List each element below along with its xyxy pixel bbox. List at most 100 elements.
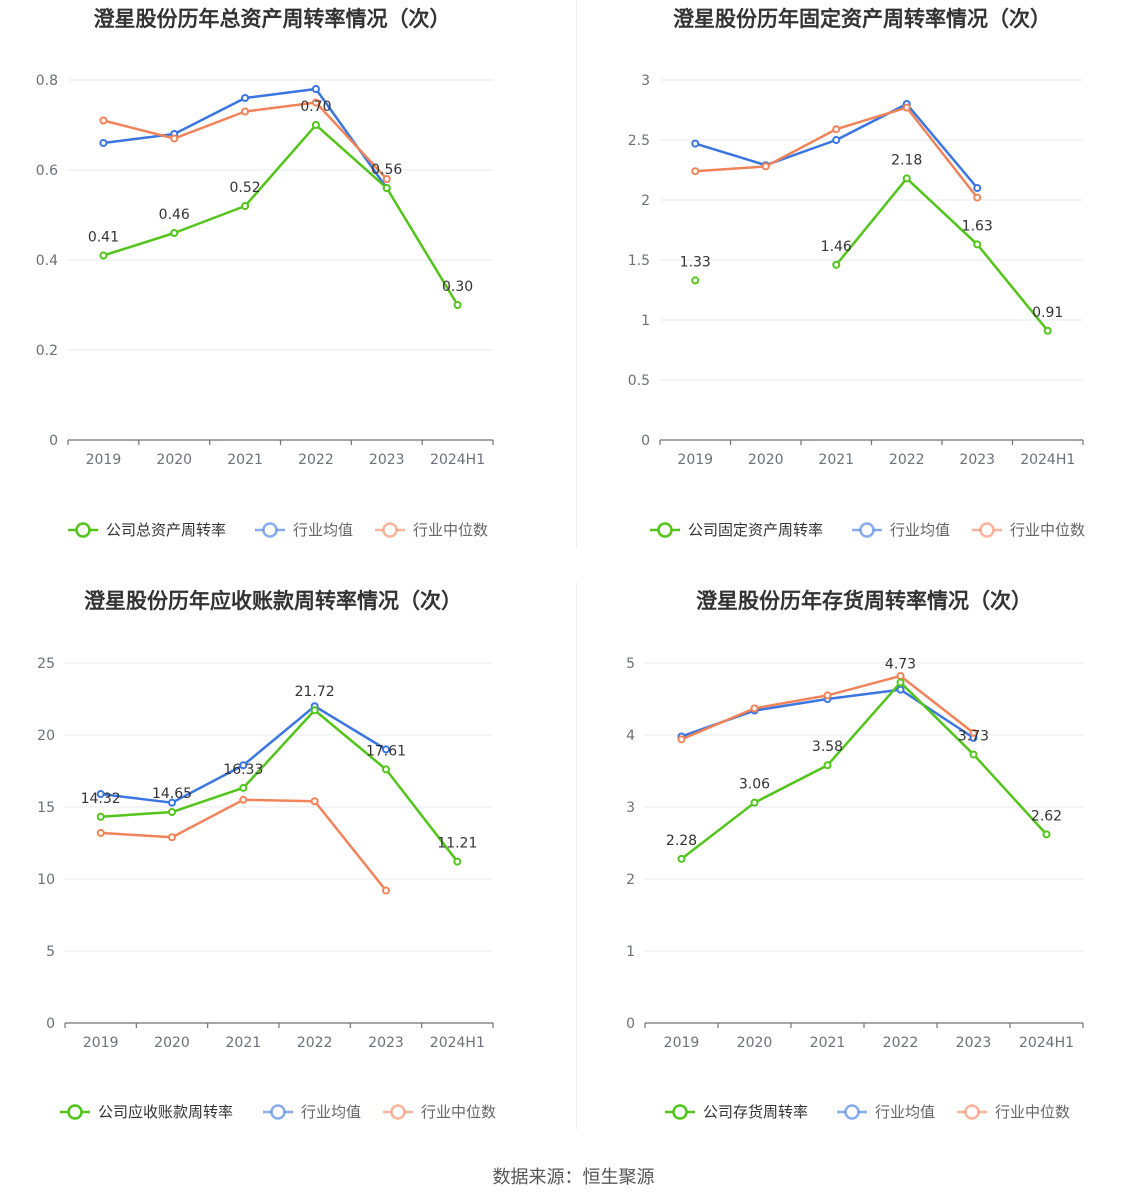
legend-label: 公司应收账款周转率 xyxy=(98,1103,233,1121)
data-point-industry_median[interactable] xyxy=(241,107,250,116)
data-point-company[interactable] xyxy=(691,276,700,285)
data-point-industry_median[interactable] xyxy=(168,833,176,842)
y-tick-label: 5 xyxy=(46,944,55,960)
data-point-industry_median[interactable] xyxy=(239,795,248,804)
legend-item-industry_avg[interactable]: 行业均值 xyxy=(852,521,950,539)
data-point-industry_median[interactable] xyxy=(691,167,700,176)
data-point-industry_avg[interactable] xyxy=(239,761,248,770)
data-point-company[interactable] xyxy=(1043,326,1052,335)
data-point-company[interactable] xyxy=(823,761,832,770)
data-point-company[interactable] xyxy=(832,260,841,269)
legend-item-industry_avg[interactable]: 行业均值 xyxy=(263,1103,361,1121)
data-point-company[interactable] xyxy=(382,765,390,774)
series-company: 1.33 1.46 2.18 1.63 0.91 xyxy=(680,152,1063,335)
y-tick-label: 4 xyxy=(626,728,635,744)
chart-svg: 澄星股份历年存货周转率情况（次） 0 1 2 3 4 5 2019 2020 2021 2022 20… xyxy=(626,589,1084,1121)
data-point-company[interactable] xyxy=(170,229,179,237)
data-point-industry_avg[interactable] xyxy=(311,85,320,93)
data-point-industry_avg[interactable] xyxy=(168,798,176,807)
legend-item-industry_avg[interactable]: 行业均值 xyxy=(837,1103,935,1121)
data-point-company[interactable] xyxy=(453,301,462,309)
x-tick-label: 2022 xyxy=(883,1035,919,1051)
y-tick-label: 25 xyxy=(37,656,55,672)
data-point-company[interactable] xyxy=(310,706,319,715)
data-point-company[interactable] xyxy=(750,798,759,807)
data-point-industry_median[interactable] xyxy=(896,671,905,680)
data-point-industry_avg[interactable] xyxy=(241,94,250,102)
data-point-industry_avg[interactable] xyxy=(973,184,982,192)
data-point-company[interactable] xyxy=(677,854,686,863)
y-tick-label: 5 xyxy=(626,656,635,672)
data-point-industry_median[interactable] xyxy=(750,704,759,713)
data-label: 2.62 xyxy=(1031,808,1062,824)
data-point-industry_avg[interactable] xyxy=(99,139,108,147)
data-label: 14.32 xyxy=(81,791,121,807)
data-label: 16.33 xyxy=(223,762,263,778)
x-tick-label: 2021 xyxy=(227,452,263,468)
data-point-industry_median[interactable] xyxy=(761,162,770,171)
data-point-company[interactable] xyxy=(902,174,911,183)
data-point-industry_avg[interactable] xyxy=(896,685,905,694)
data-point-company[interactable] xyxy=(311,121,320,129)
data-point-industry_median[interactable] xyxy=(832,125,841,134)
data-point-industry_median[interactable] xyxy=(170,134,179,143)
legend-item-industry_median[interactable]: 行业中位数 xyxy=(375,521,488,539)
data-label: 2.28 xyxy=(666,833,697,849)
chart-svg: 澄星股份历年总资产周转率情况（次） 0 0.2 0.4 0.6 0.8 2019 2020 20… xyxy=(36,7,494,539)
legend-item-industry_median[interactable]: 行业中位数 xyxy=(972,521,1085,539)
data-point-company[interactable] xyxy=(1042,830,1051,839)
data-point-industry_median[interactable] xyxy=(311,98,320,107)
data-point-industry_avg[interactable] xyxy=(382,745,390,754)
data-label: 17.61 xyxy=(366,743,406,759)
data-label: 0.52 xyxy=(229,180,260,196)
data-point-company[interactable] xyxy=(96,812,105,821)
data-point-industry_avg[interactable] xyxy=(96,790,105,799)
series-line-company xyxy=(100,708,459,863)
data-point-industry_median[interactable] xyxy=(677,735,686,744)
legend-marker-icon xyxy=(964,1104,980,1120)
data-point-industry_avg[interactable] xyxy=(832,136,841,144)
data-label: 1.46 xyxy=(821,239,852,255)
data-point-company[interactable] xyxy=(896,678,905,687)
data-point-company[interactable] xyxy=(973,240,982,249)
data-point-industry_median[interactable] xyxy=(823,691,832,700)
data-point-company[interactable] xyxy=(969,750,978,759)
x-tick-label: 2019 xyxy=(86,452,122,468)
x-tick-label: 2022 xyxy=(298,452,334,468)
data-label: 0.91 xyxy=(1032,305,1063,321)
data-point-company[interactable] xyxy=(382,184,391,192)
data-point-company[interactable] xyxy=(99,251,108,260)
data-point-industry_median[interactable] xyxy=(969,728,978,737)
legend-label: 行业中位数 xyxy=(413,521,488,539)
data-point-industry_median[interactable] xyxy=(382,886,390,895)
chart-fixed-asset-turnover: 澄星股份历年固定资产周转率情况（次） 0 0.5 1 1.5 2 2.5 3 2019 2020 2… xyxy=(577,0,1147,560)
legend-label: 行业均值 xyxy=(875,1103,935,1121)
data-point-industry_median[interactable] xyxy=(310,797,319,806)
series-industry_median xyxy=(691,103,982,202)
legend-item-company[interactable]: 公司存货周转率 xyxy=(665,1103,808,1121)
chart-receivables-turnover: 澄星股份历年应收账款周转率情况（次） 0 5 10 15 20 25 2019 2020 2021… xyxy=(0,582,570,1142)
legend-item-company[interactable]: 公司固定资产周转率 xyxy=(650,521,823,539)
series-industry_avg xyxy=(99,85,391,192)
y-tick-label: 0 xyxy=(46,1016,55,1032)
data-point-industry_median[interactable] xyxy=(973,193,982,202)
legend-item-industry_median[interactable]: 行业中位数 xyxy=(957,1103,1070,1121)
legend-item-company[interactable]: 公司应收账款周转率 xyxy=(60,1103,233,1121)
data-point-industry_median[interactable] xyxy=(96,828,105,837)
data-point-company[interactable] xyxy=(168,808,176,817)
legend-item-industry_avg[interactable]: 行业均值 xyxy=(255,521,353,539)
data-point-industry_avg[interactable] xyxy=(691,139,700,148)
data-point-industry_median[interactable] xyxy=(382,175,391,183)
data-point-industry_median[interactable] xyxy=(99,116,108,125)
data-point-company[interactable] xyxy=(239,783,248,792)
chart-svg: 澄星股份历年应收账款周转率情况（次） 0 5 10 15 20 25 2019 2020 2021… xyxy=(37,589,496,1121)
legend-item-industry_median[interactable]: 行业中位数 xyxy=(383,1103,496,1121)
data-point-industry_median[interactable] xyxy=(902,103,911,112)
y-tick-label: 20 xyxy=(37,728,55,744)
data-label: 0.56 xyxy=(371,162,402,178)
legend-item-company[interactable]: 公司总资产周转率 xyxy=(68,521,226,539)
legend-label: 行业中位数 xyxy=(995,1103,1070,1121)
data-point-company[interactable] xyxy=(241,202,250,210)
data-point-company[interactable] xyxy=(453,857,462,866)
legend-label: 公司固定资产周转率 xyxy=(688,521,823,539)
